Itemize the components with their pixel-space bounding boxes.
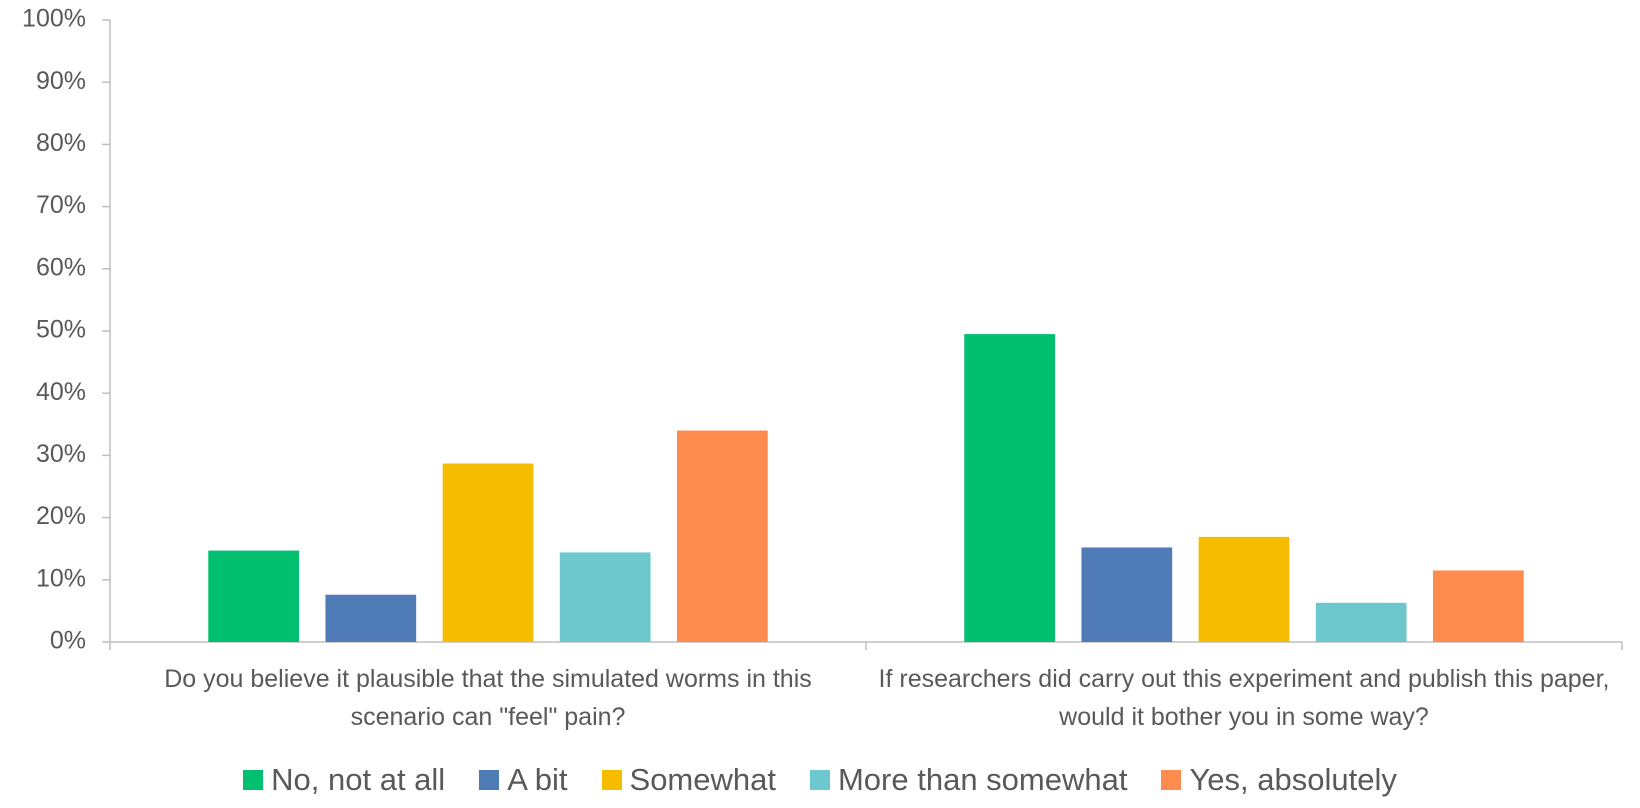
y-tick-label: 70%	[36, 191, 86, 219]
legend-item: More than somewhat	[809, 762, 1128, 798]
bar	[677, 430, 768, 642]
legend-label: More than somewhat	[837, 762, 1128, 797]
legend: No, not at all A bit Somewhat More than som…	[0, 762, 1640, 798]
bar	[964, 334, 1055, 642]
bar	[1315, 602, 1407, 642]
legend-swatch	[1161, 770, 1182, 790]
y-tick-label: 30%	[36, 440, 86, 468]
legend-label: Somewhat	[629, 762, 776, 797]
legend-item: Yes, absolutely	[1161, 762, 1397, 798]
y-tick-label: 60%	[36, 253, 86, 281]
legend-swatch	[479, 770, 500, 790]
y-tick-label: 50%	[36, 316, 86, 344]
y-tick-label: 40%	[36, 378, 86, 406]
legend-item: Somewhat	[601, 762, 776, 798]
legend-label: Yes, absolutely	[1189, 762, 1397, 797]
bar	[208, 550, 299, 642]
bar	[442, 463, 534, 642]
bar	[1433, 570, 1524, 642]
bar	[1198, 536, 1290, 642]
x-tick-label: If researchers did carry out this experi…	[878, 665, 1610, 731]
y-tick-label: 0%	[50, 627, 86, 655]
bar	[559, 552, 651, 642]
legend-item: A bit	[479, 762, 568, 798]
legend-swatch	[601, 770, 622, 790]
y-tick-label: 100%	[22, 5, 86, 33]
bar	[325, 594, 417, 642]
y-tick-label: 20%	[36, 502, 86, 530]
x-tick-label: Do you believe it plausible that the sim…	[164, 665, 812, 731]
bar	[1081, 547, 1173, 642]
legend-label: A bit	[507, 762, 568, 797]
legend-label: No, not at all	[271, 762, 446, 797]
legend-swatch	[243, 770, 264, 790]
y-tick-label: 90%	[36, 67, 86, 95]
legend-item: No, not at all	[243, 762, 445, 798]
y-tick-label: 10%	[36, 564, 86, 592]
y-tick-label: 80%	[36, 129, 86, 157]
legend-swatch	[809, 770, 830, 790]
